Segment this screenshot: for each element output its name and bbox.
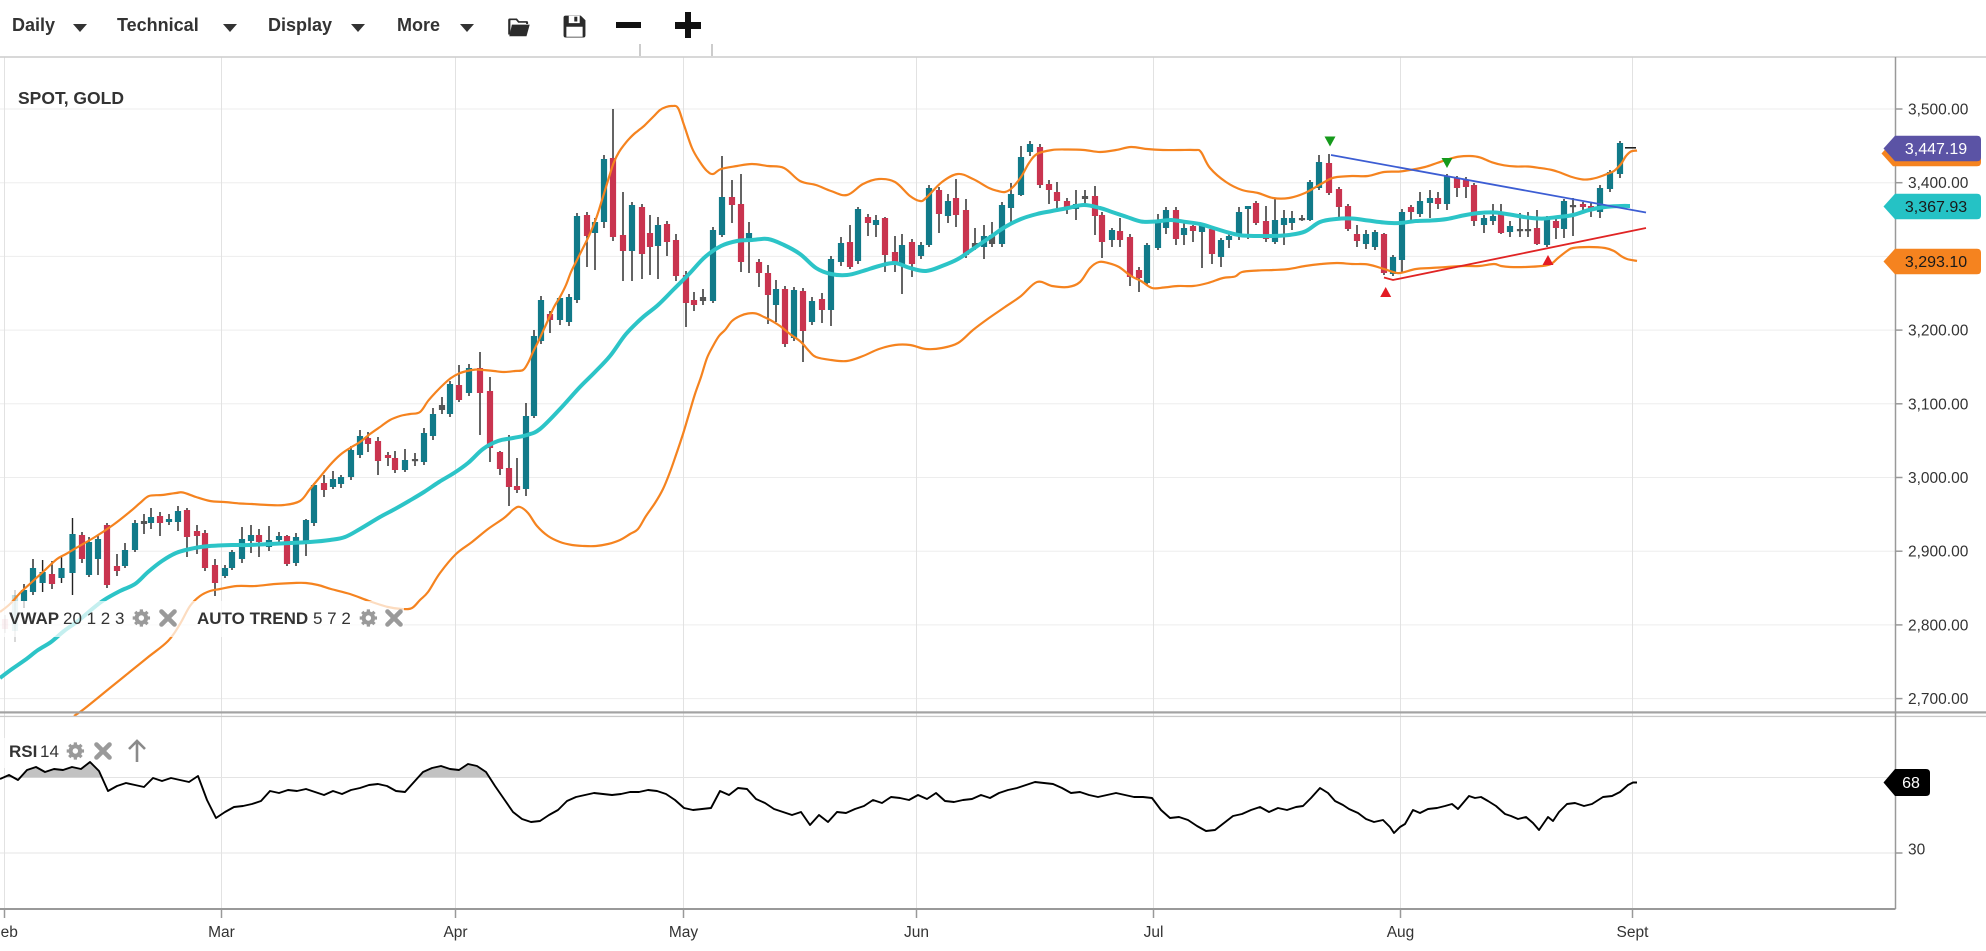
svg-text:Apr: Apr (443, 924, 467, 941)
svg-text:May: May (669, 924, 699, 941)
svg-text:3,000.00: 3,000.00 (1908, 470, 1969, 487)
svg-text:Aug: Aug (1387, 924, 1415, 941)
svg-text:2,700.00: 2,700.00 (1908, 691, 1969, 708)
svg-text:3,447.19: 3,447.19 (1905, 141, 1967, 158)
svg-text:Mar: Mar (208, 924, 235, 941)
svg-text:3,200.00: 3,200.00 (1908, 323, 1969, 340)
svg-text:3,100.00: 3,100.00 (1908, 396, 1969, 413)
svg-text:5 7 2: 5 7 2 (313, 609, 351, 628)
svg-text:VWAP: VWAP (9, 609, 59, 628)
svg-text:SPOT, GOLD: SPOT, GOLD (18, 88, 124, 108)
svg-text:Sept: Sept (1617, 924, 1650, 941)
svg-text:RSI: RSI (9, 742, 37, 761)
svg-text:2,900.00: 2,900.00 (1908, 544, 1969, 561)
svg-text:Feb: Feb (0, 924, 18, 941)
svg-text:20 1 2 3: 20 1 2 3 (63, 609, 124, 628)
svg-text:3,500.00: 3,500.00 (1908, 102, 1969, 119)
svg-text:3,293.10: 3,293.10 (1905, 254, 1967, 271)
svg-text:3,400.00: 3,400.00 (1908, 175, 1969, 192)
svg-text:68: 68 (1902, 775, 1920, 792)
svg-text:2,800.00: 2,800.00 (1908, 617, 1969, 634)
svg-text:AUTO TREND: AUTO TREND (197, 609, 308, 628)
svg-text:14: 14 (40, 742, 59, 761)
svg-text:Jul: Jul (1144, 924, 1164, 941)
svg-text:Jun: Jun (904, 924, 929, 941)
svg-text:30: 30 (1908, 842, 1926, 859)
svg-text:3,367.93: 3,367.93 (1905, 199, 1967, 216)
